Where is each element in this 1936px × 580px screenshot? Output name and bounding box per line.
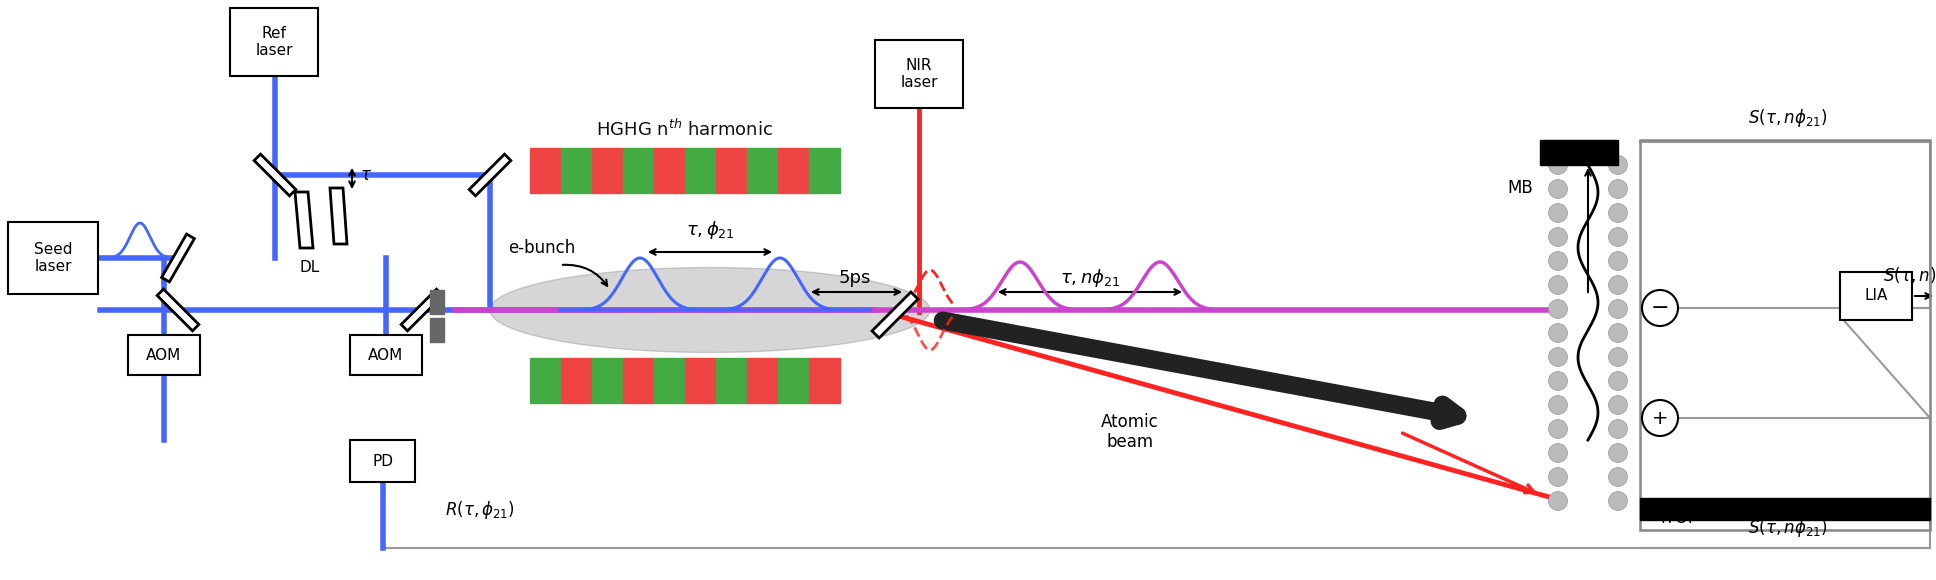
Bar <box>230 8 318 76</box>
Text: $\tau,n\phi_{21}$: $\tau,n\phi_{21}$ <box>1059 267 1121 289</box>
Bar <box>685 358 716 403</box>
Polygon shape <box>254 154 296 196</box>
Circle shape <box>1609 179 1628 198</box>
Text: Atomic
beam: Atomic beam <box>1102 412 1160 451</box>
Bar <box>1640 498 1930 520</box>
Circle shape <box>1549 396 1568 415</box>
Bar <box>809 148 840 193</box>
Text: Ref
laser: Ref laser <box>256 26 292 58</box>
Text: $R(\tau,\phi_{21})$: $R(\tau,\phi_{21})$ <box>445 499 515 521</box>
Bar <box>716 148 747 193</box>
Bar <box>128 335 199 375</box>
Bar <box>350 440 414 482</box>
Text: $\tau,\phi_{21}$: $\tau,\phi_{21}$ <box>685 219 734 241</box>
Bar <box>1640 140 1930 530</box>
Circle shape <box>1549 252 1568 270</box>
Circle shape <box>1609 419 1628 438</box>
Bar <box>716 358 747 403</box>
Circle shape <box>1549 276 1568 295</box>
Circle shape <box>1549 491 1568 510</box>
Circle shape <box>1549 324 1568 343</box>
Bar <box>747 148 778 193</box>
Bar <box>747 358 778 403</box>
Circle shape <box>1609 491 1628 510</box>
Circle shape <box>1549 179 1568 198</box>
Circle shape <box>1609 444 1628 462</box>
Circle shape <box>1609 252 1628 270</box>
Bar <box>1839 272 1913 320</box>
Text: $S(\tau,n)$: $S(\tau,n)$ <box>1884 265 1936 285</box>
Circle shape <box>1609 372 1628 390</box>
Circle shape <box>1549 347 1568 367</box>
Circle shape <box>1609 155 1628 175</box>
Bar <box>623 358 654 403</box>
Bar <box>430 290 443 314</box>
Text: +: + <box>1651 408 1669 427</box>
Ellipse shape <box>490 267 929 353</box>
Circle shape <box>1609 396 1628 415</box>
Bar <box>623 148 654 193</box>
Circle shape <box>1642 400 1679 436</box>
Circle shape <box>1609 204 1628 223</box>
Polygon shape <box>469 154 511 196</box>
Bar <box>561 148 592 193</box>
Circle shape <box>1549 155 1568 175</box>
Bar <box>350 335 422 375</box>
Text: e-bunch: e-bunch <box>509 239 575 257</box>
Text: PD: PD <box>372 454 393 469</box>
Bar <box>778 148 809 193</box>
Polygon shape <box>401 289 443 331</box>
Bar <box>592 358 623 403</box>
Bar <box>430 318 443 342</box>
Circle shape <box>1642 290 1679 326</box>
Text: HGHG n$^{th}$ harmonic: HGHG n$^{th}$ harmonic <box>596 119 774 140</box>
Text: DL: DL <box>300 260 319 276</box>
Text: $S(\tau,n\phi_{21})$: $S(\tau,n\phi_{21})$ <box>1748 517 1828 539</box>
Circle shape <box>1549 467 1568 487</box>
Bar <box>592 148 623 193</box>
Text: AOM: AOM <box>147 347 182 362</box>
Bar <box>654 358 685 403</box>
Bar <box>530 148 561 193</box>
Circle shape <box>1549 227 1568 246</box>
Circle shape <box>1609 276 1628 295</box>
Circle shape <box>1609 227 1628 246</box>
Circle shape <box>1609 324 1628 343</box>
Circle shape <box>1609 347 1628 367</box>
Bar <box>561 358 592 403</box>
Bar <box>778 358 809 403</box>
Circle shape <box>1609 467 1628 487</box>
Circle shape <box>1549 444 1568 462</box>
Polygon shape <box>161 234 194 282</box>
Polygon shape <box>157 289 199 331</box>
Polygon shape <box>329 188 347 244</box>
Bar <box>875 40 962 108</box>
Circle shape <box>1609 299 1628 318</box>
Text: $\tau$: $\tau$ <box>360 166 372 184</box>
Bar <box>1539 140 1618 165</box>
Bar <box>8 222 99 294</box>
Text: AOM: AOM <box>368 347 403 362</box>
Circle shape <box>1549 204 1568 223</box>
Text: $S(\tau,n\phi_{21})$: $S(\tau,n\phi_{21})$ <box>1748 107 1828 129</box>
Bar <box>809 358 840 403</box>
Bar <box>654 148 685 193</box>
Text: NIR
laser: NIR laser <box>900 58 937 90</box>
Circle shape <box>1549 299 1568 318</box>
Polygon shape <box>871 292 918 338</box>
Text: MB: MB <box>1508 179 1533 197</box>
Text: Seed
laser: Seed laser <box>33 242 72 274</box>
Bar <box>685 148 716 193</box>
Text: −: − <box>1651 298 1669 318</box>
Text: LIA: LIA <box>1864 288 1888 303</box>
Polygon shape <box>294 192 314 248</box>
Bar <box>530 358 561 403</box>
Text: iTOF: iTOF <box>1659 509 1698 527</box>
Text: 5ps: 5ps <box>838 269 871 287</box>
Circle shape <box>1549 419 1568 438</box>
Circle shape <box>1549 372 1568 390</box>
